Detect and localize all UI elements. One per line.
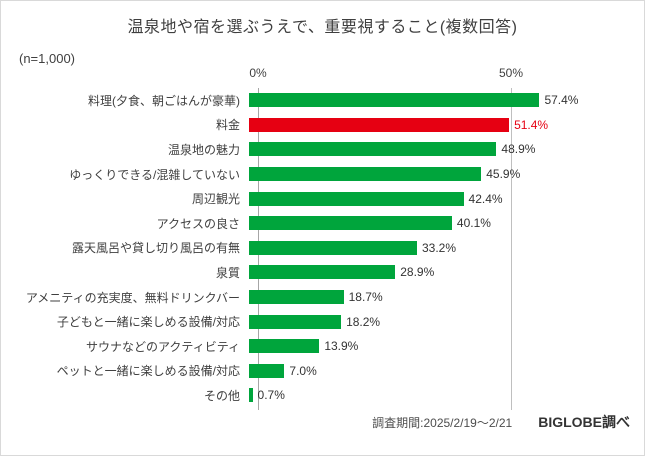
bar-row: ペットと一緒に楽しめる設備/対応 7.0% xyxy=(1,359,634,384)
source-label: BIGLOBE調べ xyxy=(538,413,630,430)
value-label: 51.4% xyxy=(514,117,549,132)
sample-size-label: (n=1,000) xyxy=(19,51,76,66)
bar-zone: 18.7% xyxy=(249,290,634,305)
category-label: 周辺観光 xyxy=(191,192,240,207)
category-label: アクセスの良さ xyxy=(156,216,240,231)
category-label: ペットと一緒に楽しめる設備/対応 xyxy=(56,364,240,379)
value-label: 13.9% xyxy=(324,339,359,354)
bar xyxy=(249,265,396,280)
value-label: 0.7% xyxy=(257,388,285,403)
plot-area: 0% 50% 料理(夕食、朝ごはんが豪華) 57.4% 料金 51.4% 温泉地の魅力 4… xyxy=(1,66,644,410)
footer: 調査期間:2025/2/19〜2/21 BIGLOBE調べ xyxy=(1,412,644,432)
bar-zone: 51.4% xyxy=(249,117,634,132)
bar xyxy=(249,363,285,378)
bar xyxy=(249,191,464,206)
value-label: 48.9% xyxy=(501,142,536,157)
value-label: 18.2% xyxy=(346,314,381,329)
bar xyxy=(249,167,482,182)
bar-zone: 7.0% xyxy=(249,363,634,378)
value-label: 33.2% xyxy=(421,240,457,255)
bar-row: アクセスの良さ 40.1% xyxy=(1,211,634,236)
category-label: 子どもと一緒に楽しめる設備/対応 xyxy=(56,315,240,330)
bar xyxy=(249,142,497,157)
value-label: 45.9% xyxy=(486,167,521,182)
category-label: ゆっくりできる/混雑していない xyxy=(69,167,240,182)
category-label: 料理(夕食、朝ごはんが豪華) xyxy=(88,93,240,108)
bar xyxy=(249,339,320,354)
bar-row: アメニティの充実度、無料ドリンクバー 18.7% xyxy=(1,285,634,310)
value-label: 42.4% xyxy=(468,191,503,206)
category-label: 露天風呂や貸し切り風呂の有無 xyxy=(71,241,240,256)
bar-row: ゆっくりできる/混雑していない 45.9% xyxy=(1,162,634,187)
bar xyxy=(249,314,342,329)
bar xyxy=(249,290,344,305)
value-label: 18.7% xyxy=(348,290,383,305)
bar-zone: 33.2% xyxy=(249,240,634,255)
category-label: サウナなどのアクティビティ xyxy=(86,339,240,354)
bar-zone: 57.4% xyxy=(249,93,634,108)
chart-title: 温泉地や宿を選ぶうえで、重要視すること(複数回答) xyxy=(127,19,518,36)
bar-zone: 18.2% xyxy=(249,314,634,329)
value-label: 40.1% xyxy=(456,216,491,231)
category-label: 温泉地の魅力 xyxy=(167,142,240,157)
bar-row: その他 0.7% xyxy=(1,383,634,408)
bar-zone: 40.1% xyxy=(249,216,634,231)
bar xyxy=(249,388,253,403)
bar-zone: 28.9% xyxy=(249,265,634,280)
bar-zone: 0.7% xyxy=(249,388,634,403)
bar-rows: 料理(夕食、朝ごはんが豪華) 57.4% 料金 51.4% 温泉地の魅力 48.9% ゆっく… xyxy=(1,88,634,408)
bar xyxy=(249,240,417,255)
category-label: 料金 xyxy=(215,118,240,133)
bar-row: 子どもと一緒に楽しめる設備/対応 18.2% xyxy=(1,309,634,334)
category-label: 泉質 xyxy=(215,265,240,280)
axis-tick-0: 0% xyxy=(249,66,267,80)
bar-row: サウナなどのアクティビティ 13.9% xyxy=(1,334,634,359)
bar-row: 露天風呂や貸し切り風呂の有無 33.2% xyxy=(1,236,634,261)
bar xyxy=(249,117,510,132)
value-label: 28.9% xyxy=(400,265,435,280)
axis-tick-50: 50% xyxy=(498,66,524,80)
value-label: 7.0% xyxy=(289,363,317,378)
bar-zone: 48.9% xyxy=(249,142,634,157)
bar-row: 泉質 28.9% xyxy=(1,260,634,285)
bar-row: 温泉地の魅力 48.9% xyxy=(1,137,634,162)
bar xyxy=(249,93,540,108)
x-axis-ticks: 0% 50% xyxy=(1,66,634,88)
bar-zone: 42.4% xyxy=(249,191,634,206)
category-label: アメニティの充実度、無料ドリンクバー xyxy=(25,290,240,305)
survey-period-label: 調査期間:2025/2/19〜2/21 xyxy=(372,415,513,430)
bar-row: 料理(夕食、朝ごはんが豪華) 57.4% xyxy=(1,88,634,113)
bar-zone: 45.9% xyxy=(249,167,634,182)
category-label: その他 xyxy=(203,388,240,403)
gridline-50-percent xyxy=(511,88,512,410)
bar xyxy=(249,216,452,231)
value-label: 57.4% xyxy=(544,93,579,108)
bar-row: 周辺観光 42.4% xyxy=(1,186,634,211)
bar-zone: 13.9% xyxy=(249,339,634,354)
bar-row: 料金 51.4% xyxy=(1,113,634,138)
